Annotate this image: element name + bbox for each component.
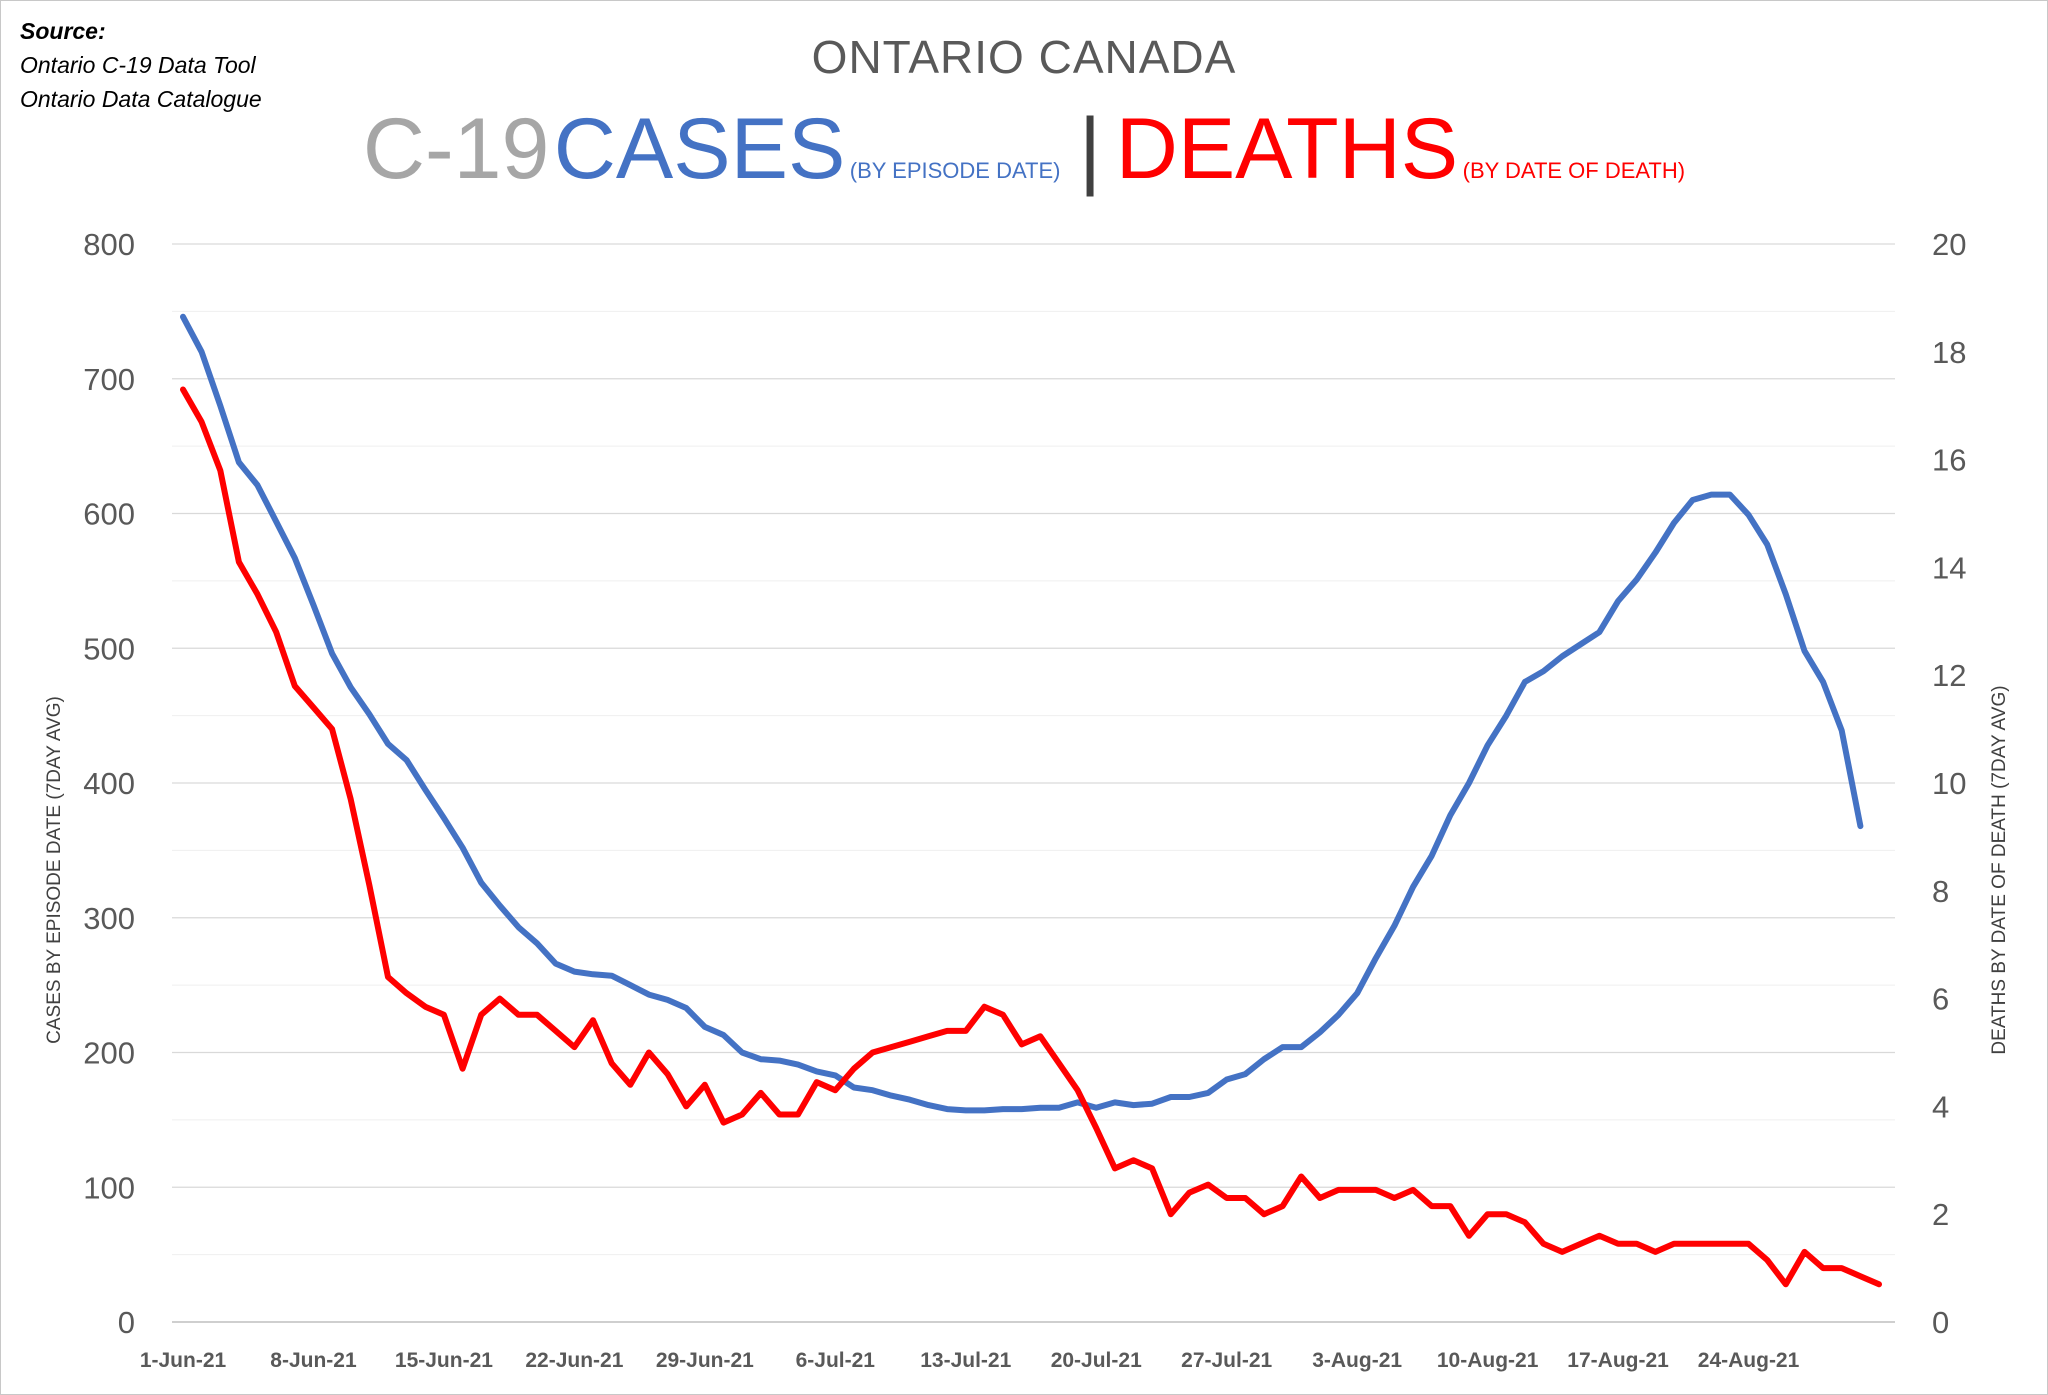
title-deaths-subtitle: (BY DATE OF DEATH) [1462,158,1686,183]
chart-title-region: ONTARIO CANADA [811,31,1237,83]
right-tick-label: 12 [1932,658,1966,693]
source-line-2: Ontario Data Catalogue [20,86,262,112]
right-tick-label: 8 [1932,874,1949,909]
left-tick-label: 200 [83,1036,135,1071]
left-tick-label: 500 [83,631,135,666]
source-header: Source: [20,18,106,44]
x-tick-label: 8-Jun-21 [270,1349,357,1372]
x-tick-label: 20-Jul-21 [1051,1349,1142,1372]
x-tick-label: 22-Jun-21 [525,1349,623,1372]
source-note: Source: Ontario C-19 Data Tool Ontario D… [20,14,262,116]
left-tick-label: 400 [83,766,135,801]
right-tick-label: 4 [1932,1089,1949,1124]
x-tick-label: 3-Aug-21 [1312,1349,1402,1372]
left-axis-ticks: 0 100 200 300 400 500 600 700 800 [83,227,135,1340]
title-deaths: DEATHS [1115,101,1459,197]
chart-title-main: C-19 CASES (BY EPISODE DATE) | DEATHS (B… [0,100,2048,199]
left-tick-label: 800 [83,227,135,262]
right-tick-label: 6 [1932,982,1949,1017]
gridlines [172,243,1895,1323]
title-cases: CASES [553,101,846,197]
right-tick-label: 2 [1932,1197,1949,1232]
series-lines [180,313,1882,1288]
series-line-deaths [180,386,1882,1288]
left-tick-label: 0 [118,1305,135,1340]
source-line-1: Ontario C-19 Data Tool [20,52,256,78]
right-tick-label: 20 [1932,227,1966,262]
series-line-cases [180,313,1864,1114]
right-tick-label: 10 [1932,766,1966,801]
x-tick-label: 13-Jul-21 [920,1349,1011,1372]
right-tick-label: 18 [1932,335,1966,370]
left-tick-label: 100 [83,1170,135,1205]
right-tick-label: 0 [1932,1305,1949,1340]
x-tick-label: 15-Jun-21 [395,1349,493,1372]
left-tick-label: 600 [83,497,135,532]
x-tick-label: 24-Aug-21 [1698,1349,1800,1372]
x-tick-label: 17-Aug-21 [1567,1349,1669,1372]
right-tick-label: 16 [1932,443,1966,478]
right-tick-label: 14 [1932,550,1966,585]
left-tick-label: 700 [83,362,135,397]
x-tick-label: 29-Jun-21 [656,1349,754,1372]
x-tick-label: 6-Jul-21 [796,1349,876,1372]
right-axis-ticks: 0 2 4 6 8 10 12 14 16 18 20 [1932,227,1966,1340]
x-tick-label: 10-Aug-21 [1437,1349,1539,1372]
title-cases-subtitle: (BY EPISODE DATE) [849,158,1061,183]
left-axis-label: CASES BY EPISODE DATE (7DAY AVG) [44,696,65,1044]
x-tick-label: 1-Jun-21 [140,1349,227,1372]
left-tick-label: 300 [83,901,135,936]
title-separator: | [1078,101,1102,197]
x-axis-ticks: 1-Jun-21 8-Jun-21 15-Jun-21 22-Jun-21 29-Jun… [140,1349,1800,1372]
right-axis-label: DEATHS BY DATE OF DEATH (7DAY AVG) [1989,685,2010,1054]
x-tick-label: 27-Jul-21 [1181,1349,1272,1372]
title-c19: C-19 [362,101,550,197]
